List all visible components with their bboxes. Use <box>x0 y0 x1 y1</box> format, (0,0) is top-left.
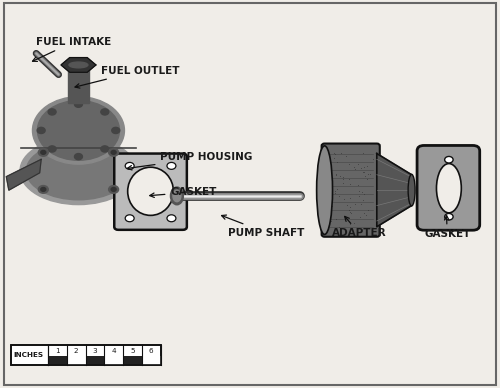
Bar <box>12 345 160 365</box>
Ellipse shape <box>436 164 462 213</box>
Text: 1: 1 <box>55 348 60 354</box>
Text: FUEL INTAKE: FUEL INTAKE <box>32 37 112 61</box>
Text: PUMP HOUSING: PUMP HOUSING <box>128 152 253 170</box>
Ellipse shape <box>444 213 453 220</box>
Text: GASKET: GASKET <box>424 215 470 239</box>
Ellipse shape <box>167 215 176 222</box>
Polygon shape <box>6 159 41 190</box>
Bar <box>123 356 142 365</box>
Bar <box>68 69 90 104</box>
Text: GASKET: GASKET <box>150 187 217 197</box>
FancyBboxPatch shape <box>322 144 380 237</box>
Ellipse shape <box>101 146 109 152</box>
Bar <box>12 345 160 365</box>
Ellipse shape <box>38 149 48 156</box>
Ellipse shape <box>112 127 120 133</box>
Ellipse shape <box>74 154 82 160</box>
FancyBboxPatch shape <box>114 154 187 230</box>
Polygon shape <box>61 57 96 72</box>
Ellipse shape <box>408 174 415 206</box>
Ellipse shape <box>48 146 56 152</box>
Ellipse shape <box>111 187 116 191</box>
Text: 5: 5 <box>130 348 134 354</box>
Ellipse shape <box>128 167 174 215</box>
Ellipse shape <box>32 97 124 164</box>
Ellipse shape <box>26 142 130 200</box>
Bar <box>67 356 86 365</box>
Ellipse shape <box>108 149 118 156</box>
FancyBboxPatch shape <box>417 146 480 230</box>
Polygon shape <box>377 154 412 227</box>
Ellipse shape <box>37 127 45 133</box>
Ellipse shape <box>41 187 46 191</box>
Ellipse shape <box>167 163 176 169</box>
Ellipse shape <box>108 185 118 193</box>
Ellipse shape <box>48 109 56 115</box>
Ellipse shape <box>74 101 82 107</box>
Text: INCHES: INCHES <box>14 352 44 358</box>
Bar <box>86 356 104 365</box>
Ellipse shape <box>38 185 48 193</box>
Text: ADAPTER: ADAPTER <box>332 217 386 238</box>
Text: 3: 3 <box>92 348 98 354</box>
Ellipse shape <box>170 187 183 205</box>
Bar <box>142 356 161 365</box>
Ellipse shape <box>20 137 137 204</box>
Bar <box>104 356 123 365</box>
Ellipse shape <box>111 151 116 154</box>
Text: PUMP SHAFT: PUMP SHAFT <box>222 215 304 237</box>
Ellipse shape <box>444 156 453 163</box>
Ellipse shape <box>125 215 134 222</box>
Ellipse shape <box>101 109 109 115</box>
Ellipse shape <box>41 151 46 154</box>
Text: FUEL OUTLET: FUEL OUTLET <box>75 66 180 88</box>
Ellipse shape <box>173 190 181 202</box>
Ellipse shape <box>38 100 119 160</box>
Bar <box>48 356 67 365</box>
Text: 4: 4 <box>112 348 116 354</box>
Ellipse shape <box>125 163 134 169</box>
Ellipse shape <box>316 146 332 234</box>
Ellipse shape <box>69 62 88 68</box>
Text: 2: 2 <box>74 348 78 354</box>
Text: 6: 6 <box>149 348 154 354</box>
